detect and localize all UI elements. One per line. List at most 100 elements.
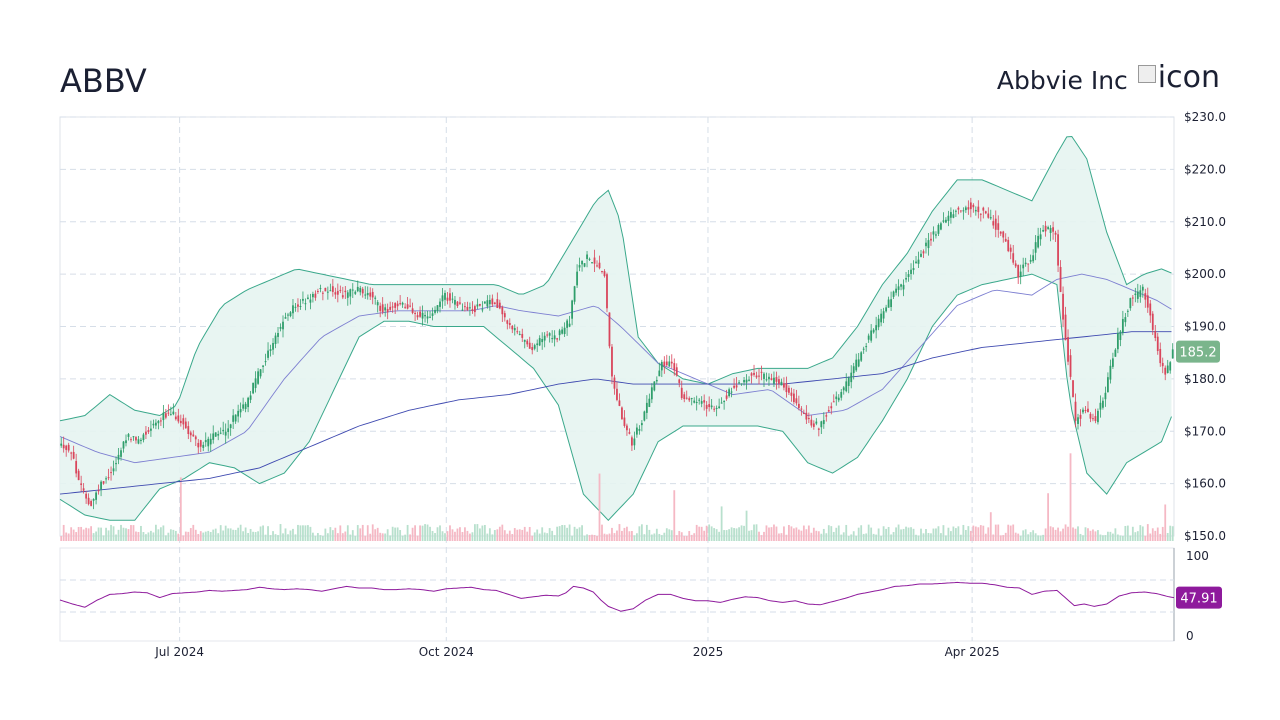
volume-bar [571, 536, 573, 541]
volume-bar [481, 526, 483, 541]
volume-bar [125, 528, 127, 541]
volume-bar [307, 525, 309, 541]
candle-body [908, 274, 910, 277]
candle-body [1142, 287, 1144, 291]
candle-body [718, 406, 720, 408]
volume-bar [529, 527, 531, 541]
volume-bar [172, 530, 174, 541]
volume-bar [753, 525, 755, 541]
candle-body [222, 430, 224, 431]
candle-body [808, 418, 810, 419]
candle-body [347, 292, 349, 297]
candle-body [237, 411, 239, 417]
volume-bar [673, 490, 675, 541]
volume-bar [903, 529, 905, 541]
candle-body [300, 306, 302, 307]
volume-bar [900, 529, 902, 541]
volume-bar [65, 533, 67, 541]
volume-bar [367, 525, 369, 541]
volume-bar [599, 474, 601, 541]
candle-body [1117, 333, 1119, 349]
volume-bar [297, 525, 299, 541]
candle-body [549, 333, 551, 336]
candle-body [170, 414, 172, 415]
candle-body [671, 362, 673, 364]
candle-body [1124, 317, 1126, 322]
volume-bar [726, 530, 728, 541]
candle-body [604, 271, 606, 276]
candle-body [280, 327, 282, 329]
candle-body [1042, 230, 1044, 231]
candle-body [90, 501, 92, 506]
price-chart[interactable]: $230.0$220.0$210.0$200.0$190.0$180.0$170… [0, 0, 1280, 720]
volume-bar [442, 531, 444, 541]
volume-bar [1087, 528, 1089, 541]
volume-bar [337, 533, 339, 541]
volume-bar [795, 527, 797, 541]
volume-bar [1114, 528, 1116, 541]
candle-body [1072, 380, 1074, 397]
volume-bar [414, 525, 416, 541]
volume-bar [950, 531, 952, 541]
candle-body [476, 304, 478, 306]
volume-bar [955, 528, 957, 541]
volume-bar [569, 524, 571, 541]
volume-bar [1030, 532, 1032, 541]
volume-bar [143, 532, 145, 541]
volume-bar [1117, 534, 1119, 541]
volume-bar [708, 524, 710, 541]
volume-bar [611, 528, 613, 541]
volume-bar [170, 529, 172, 541]
volume-bar [392, 527, 394, 541]
volume-bar [1020, 536, 1022, 541]
candle-body [753, 373, 755, 375]
candle-body [491, 299, 493, 305]
volume-bar [773, 525, 775, 541]
volume-bar [633, 535, 635, 541]
volume-bar [885, 529, 887, 541]
candle-body [449, 293, 451, 300]
price-tick-label: $200.0 [1184, 267, 1226, 281]
volume-bar [162, 525, 164, 541]
volume-bar [691, 535, 693, 541]
volume-bar [668, 529, 670, 541]
volume-bar [962, 525, 964, 541]
candle-body [389, 307, 391, 310]
volume-bar [153, 532, 155, 541]
volume-bar [581, 525, 583, 541]
volume-bar [352, 530, 354, 541]
candle-body [157, 421, 159, 423]
volume-bar [556, 527, 558, 541]
candle-body [265, 361, 267, 362]
volume-bar [883, 526, 885, 541]
candle-body [83, 488, 85, 490]
candle-body [992, 221, 994, 225]
volume-bar [377, 528, 379, 541]
candle-body [1055, 233, 1057, 235]
volume-bar [282, 533, 284, 541]
candle-body [60, 444, 62, 446]
volume-bar [748, 531, 750, 541]
volume-bar [893, 532, 895, 541]
volume-bar [982, 526, 984, 541]
candle-body [287, 315, 289, 316]
volume-bar [123, 528, 125, 541]
volume-bar [83, 529, 85, 541]
candle-body [910, 270, 912, 274]
candle-body [516, 331, 518, 332]
candle-body [900, 284, 902, 286]
volume-bar [1142, 526, 1144, 541]
candle-body [459, 302, 461, 303]
volume-bar [220, 525, 222, 541]
volume-bar [805, 529, 807, 541]
volume-bar [205, 532, 207, 541]
candle-body [499, 303, 501, 309]
volume-bar [960, 535, 962, 541]
candle-body [798, 404, 800, 408]
candle-body [344, 291, 346, 292]
volume-bar [80, 527, 82, 541]
volume-bar [738, 527, 740, 541]
volume-bar [701, 527, 703, 541]
candle-body [544, 336, 546, 341]
volume-bar [863, 534, 865, 541]
